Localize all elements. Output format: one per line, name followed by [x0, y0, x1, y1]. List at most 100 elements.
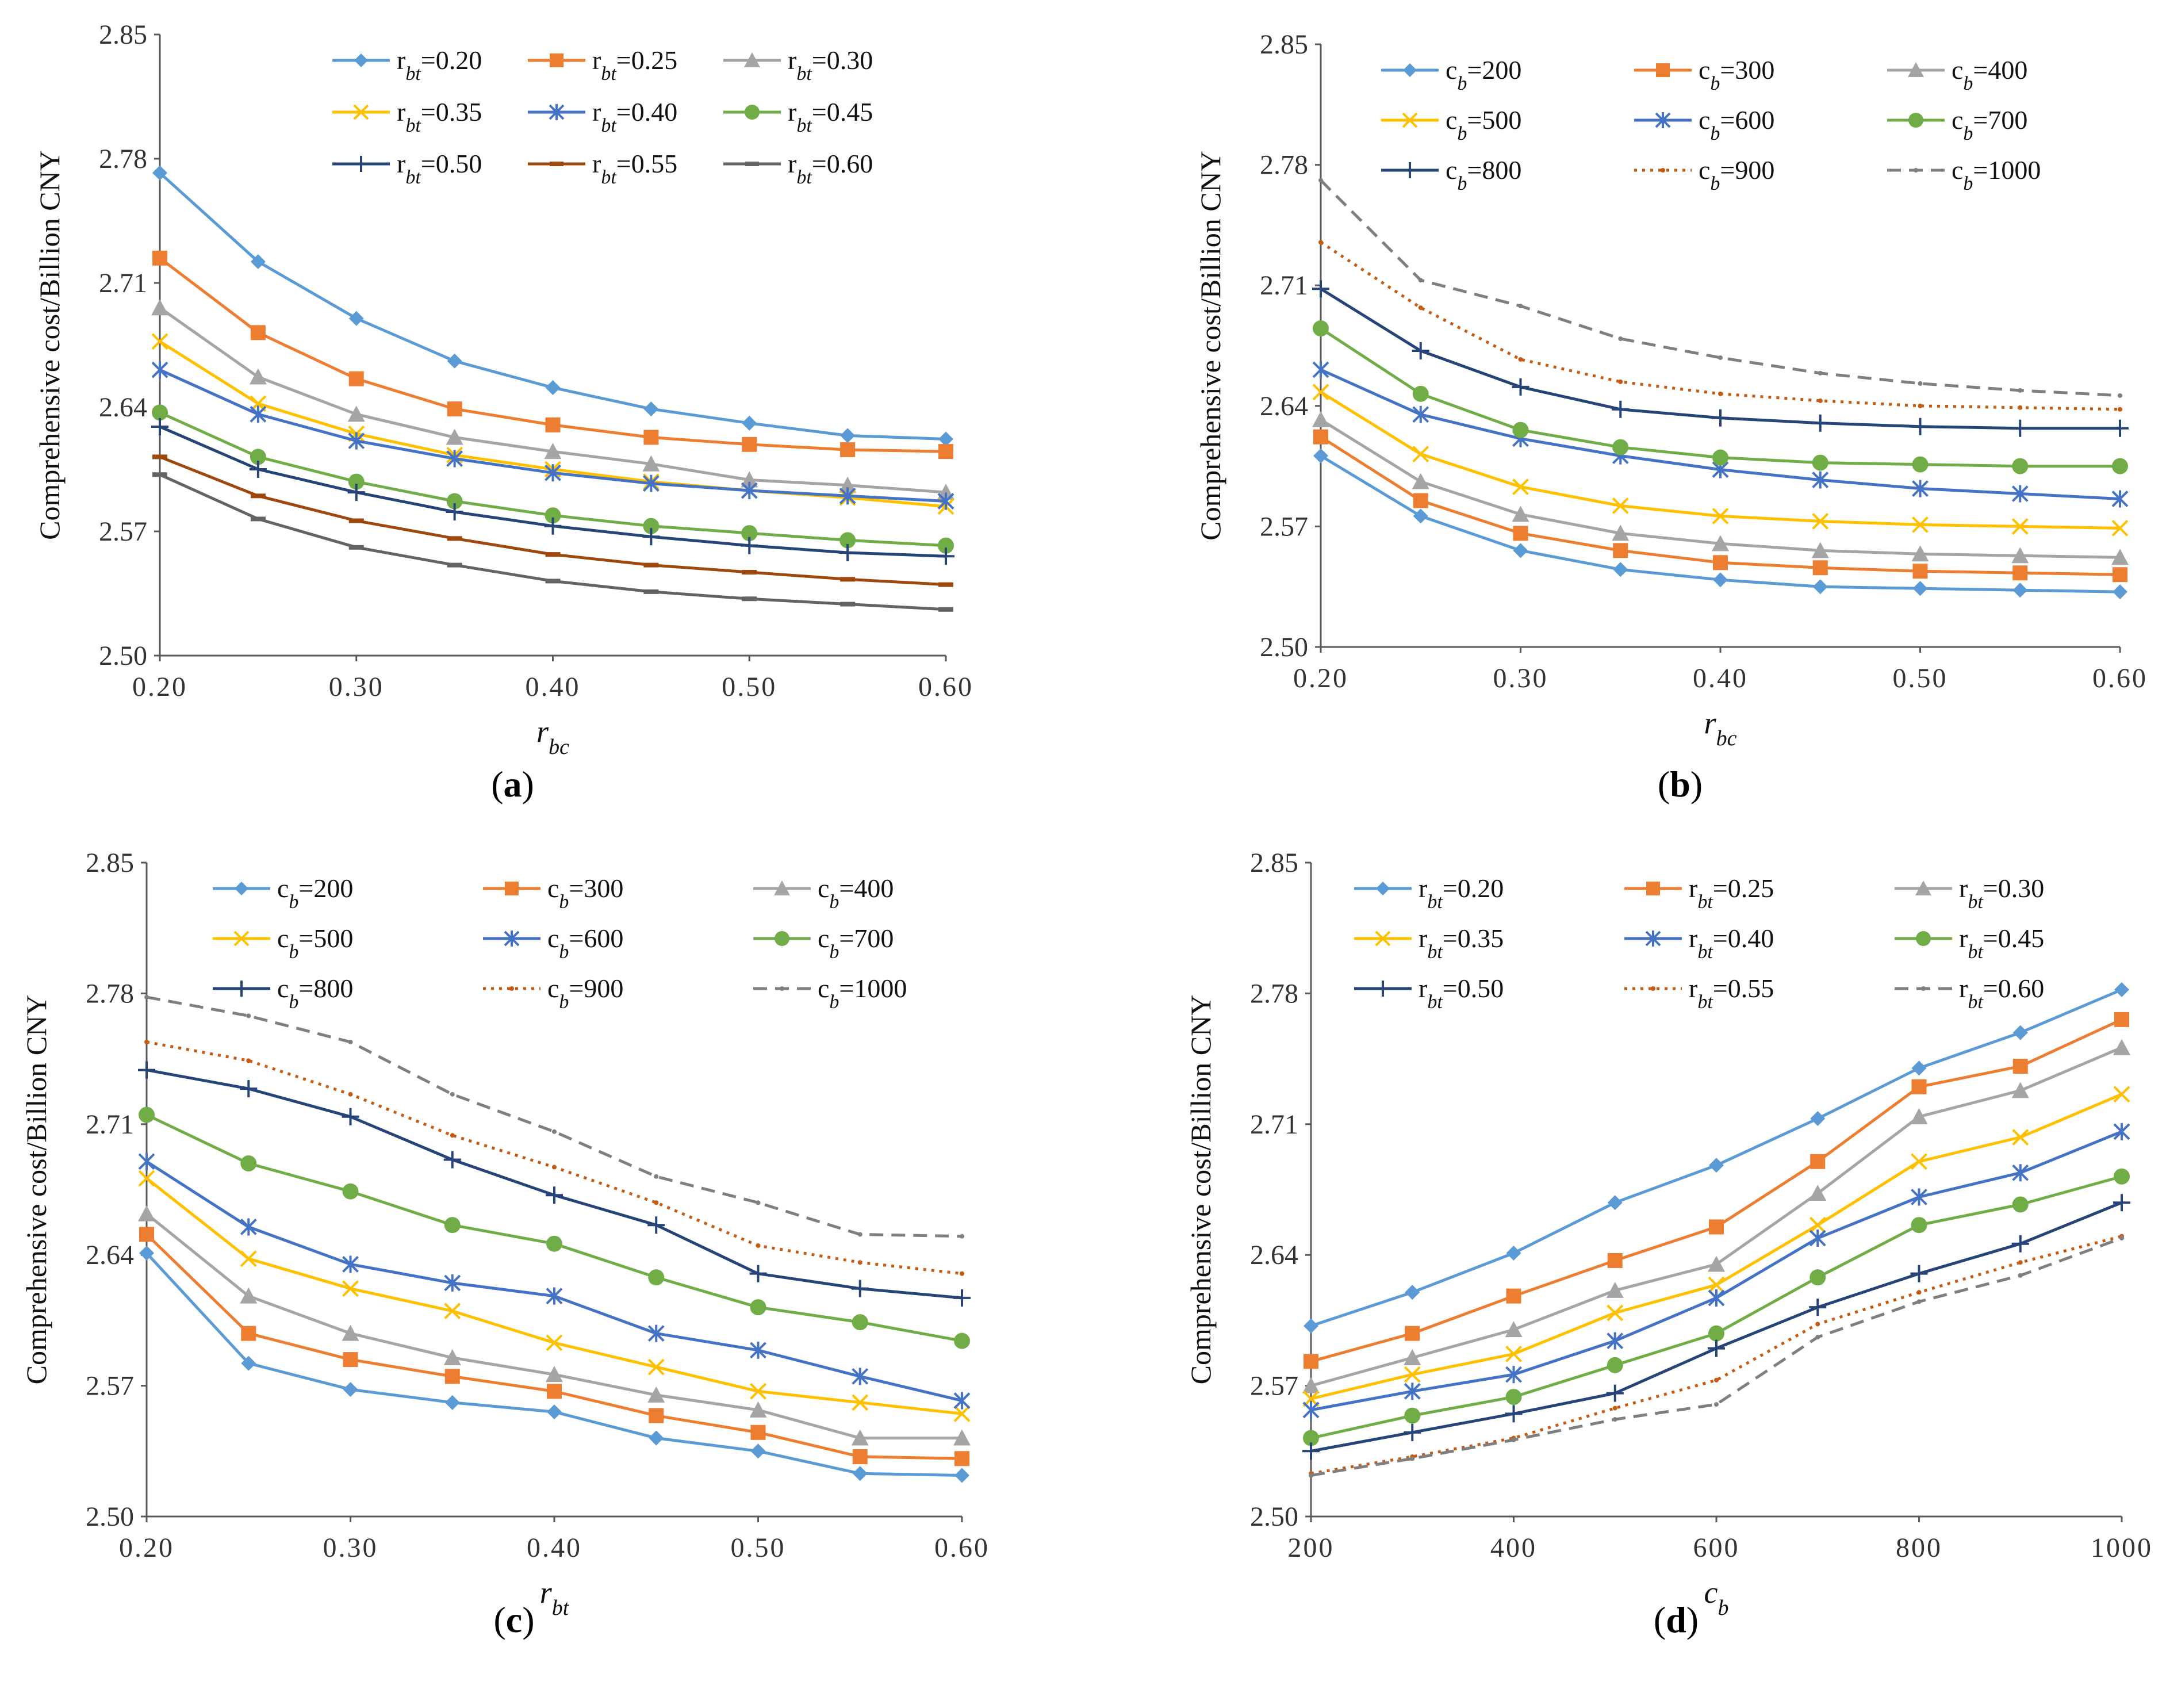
data-point	[937, 547, 954, 565]
series-r_bt=0.40	[151, 361, 954, 510]
label-value: =0.55	[616, 149, 677, 178]
data-point	[2111, 419, 2129, 437]
series-line	[1310, 988, 2122, 1327]
series-r_bt=0.60	[152, 472, 953, 612]
label-value: =300	[569, 874, 623, 903]
label-subscript: b	[1718, 1596, 1728, 1620]
data-point	[241, 1355, 256, 1371]
data-point	[1606, 1281, 1624, 1298]
legend-marker	[504, 930, 520, 947]
data-point	[938, 431, 953, 447]
legend-marker	[509, 986, 514, 991]
data-point	[1512, 378, 1529, 396]
data-point	[643, 562, 659, 568]
series-c_b=800	[1312, 280, 2129, 437]
legend-label: rbt=0.50	[1419, 974, 1504, 1013]
x-tick-label: 800	[1896, 1533, 1942, 1563]
label-base: r	[1419, 874, 1427, 903]
data-point	[1302, 1401, 1320, 1419]
x-tick-label: 0.50	[1893, 663, 1948, 694]
data-point	[1612, 400, 1630, 418]
label-base: c	[1699, 105, 1710, 135]
chart-panel-d: 2.50 2.57 2.64 2.71 2.78 2.85 200 400 600 800 1000…	[1184, 848, 2151, 1640]
marker-stroke	[2012, 1129, 2029, 1146]
data-point	[1912, 581, 1928, 596]
series-c_b=700	[139, 1106, 970, 1349]
label-value: =600	[1720, 105, 1774, 135]
x-tick-label: 0.60	[2092, 663, 2148, 694]
data-point	[138, 1170, 155, 1187]
data-point	[348, 311, 364, 326]
data-point	[2012, 583, 2028, 598]
data-point	[953, 1289, 971, 1307]
series-line	[1320, 327, 2120, 468]
legend-item-r_bt=0.55: rbt=0.55	[1624, 974, 1774, 1013]
marker-stroke	[852, 1394, 869, 1411]
data-point	[347, 484, 365, 501]
label-base: r	[1419, 974, 1427, 1003]
data-point	[1412, 342, 1429, 359]
data-point	[1809, 1229, 1826, 1247]
data-point	[443, 1349, 461, 1365]
data-point	[552, 1165, 557, 1170]
y-tick-label: 2.85	[1250, 848, 1298, 878]
data-point	[250, 493, 266, 499]
data-point	[1511, 1437, 1516, 1442]
data-point	[139, 1245, 154, 1261]
x-tick-label: 0.60	[934, 1533, 990, 1563]
series-c_b=800	[138, 1061, 971, 1307]
data-point	[545, 380, 561, 396]
series-c_b=700	[1313, 320, 2128, 474]
label-subscript: bt	[552, 1596, 570, 1620]
label-value: =0.30	[1983, 874, 2044, 903]
label-subscript: bc	[549, 735, 569, 759]
data-point	[250, 516, 266, 522]
label-base: r	[1959, 974, 1968, 1003]
data-point	[1812, 579, 1828, 595]
caption-letter: a	[504, 764, 522, 805]
legend-item-c_b=500: cb=500	[1381, 105, 1521, 144]
data-point	[2118, 407, 2122, 412]
marker-stroke	[953, 1405, 971, 1422]
data-point	[1505, 1405, 1523, 1423]
data-point	[750, 1299, 766, 1316]
data-point	[240, 1250, 257, 1267]
data-point	[447, 562, 462, 568]
label-value: =500	[1467, 105, 1521, 135]
label-value: =0.40	[616, 97, 677, 127]
data-point	[742, 569, 757, 575]
series-r_bt=0.35	[1302, 1086, 2130, 1407]
series-r_bt=0.25	[1304, 1012, 2129, 1369]
data-point	[1910, 1108, 1928, 1124]
label-base: c	[277, 924, 289, 953]
data-point	[741, 482, 758, 500]
series-line	[146, 995, 963, 1238]
legend-marker	[233, 981, 250, 997]
series-r_bt=0.20	[1304, 982, 2129, 1334]
legend-item-r_bt=0.60: rbt=0.60	[723, 149, 873, 188]
data-point	[648, 1269, 665, 1286]
label-base: c	[1952, 55, 1963, 85]
legend-item-r_bt=0.30: rbt=0.30	[723, 45, 873, 85]
y-tick-label: 2.57	[1260, 511, 1308, 542]
data-point	[1712, 535, 1729, 552]
legend-label: rbt=0.30	[788, 45, 873, 85]
y-tick-label: 2.71	[1250, 1109, 1298, 1140]
chart-panel-c: 2.50 2.57 2.64 2.71 2.78 2.85 0.20 0.30 0.40 0.50…	[20, 848, 990, 1640]
data-point	[138, 1205, 155, 1221]
panel-caption: (a)	[491, 764, 534, 805]
data-point	[749, 1401, 767, 1418]
label-subscript: b	[1457, 123, 1467, 144]
data-point	[1918, 381, 1923, 386]
y-tick-label: 2.85	[86, 848, 134, 878]
legend-item-r_bt=0.30: rbt=0.30	[1895, 874, 2044, 913]
data-point	[139, 1227, 154, 1242]
label-value: =900	[1720, 155, 1774, 185]
data-point	[2113, 1086, 2130, 1103]
data-point	[654, 1174, 659, 1179]
data-point	[852, 1314, 868, 1331]
data-point	[544, 517, 562, 535]
data-point	[545, 552, 561, 557]
series-r_bt=0.55	[152, 454, 953, 587]
